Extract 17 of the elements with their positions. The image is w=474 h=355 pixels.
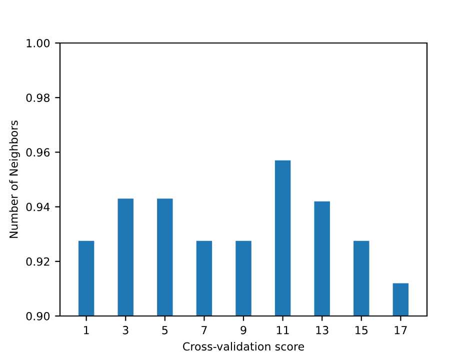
x-tick-label: 9	[240, 326, 246, 334]
x-tick-label: 5	[162, 326, 168, 334]
x-tick-label: 1	[84, 326, 89, 334]
y-tick-label: 1.00	[26, 38, 50, 48]
y-tick-label: 0.96	[26, 148, 50, 157]
y-tick-label: 0.98	[26, 94, 50, 102]
x-tick-label: 11	[276, 326, 289, 334]
y-tick-label: 0.90	[26, 312, 50, 320]
x-tick-label: 15	[356, 326, 368, 334]
y-axis-title: Number of Neighbors	[9, 120, 20, 238]
y-tick-label: 0.94	[26, 202, 50, 212]
y-tick-label: 0.92	[26, 257, 50, 266]
x-tick-label: 13	[316, 326, 328, 334]
x-tick-label: 7	[202, 326, 207, 334]
x-tick-label: 17	[394, 326, 407, 334]
x-axis-title: Cross-validation score	[182, 342, 304, 351]
x-tick-label: 3	[122, 326, 128, 334]
